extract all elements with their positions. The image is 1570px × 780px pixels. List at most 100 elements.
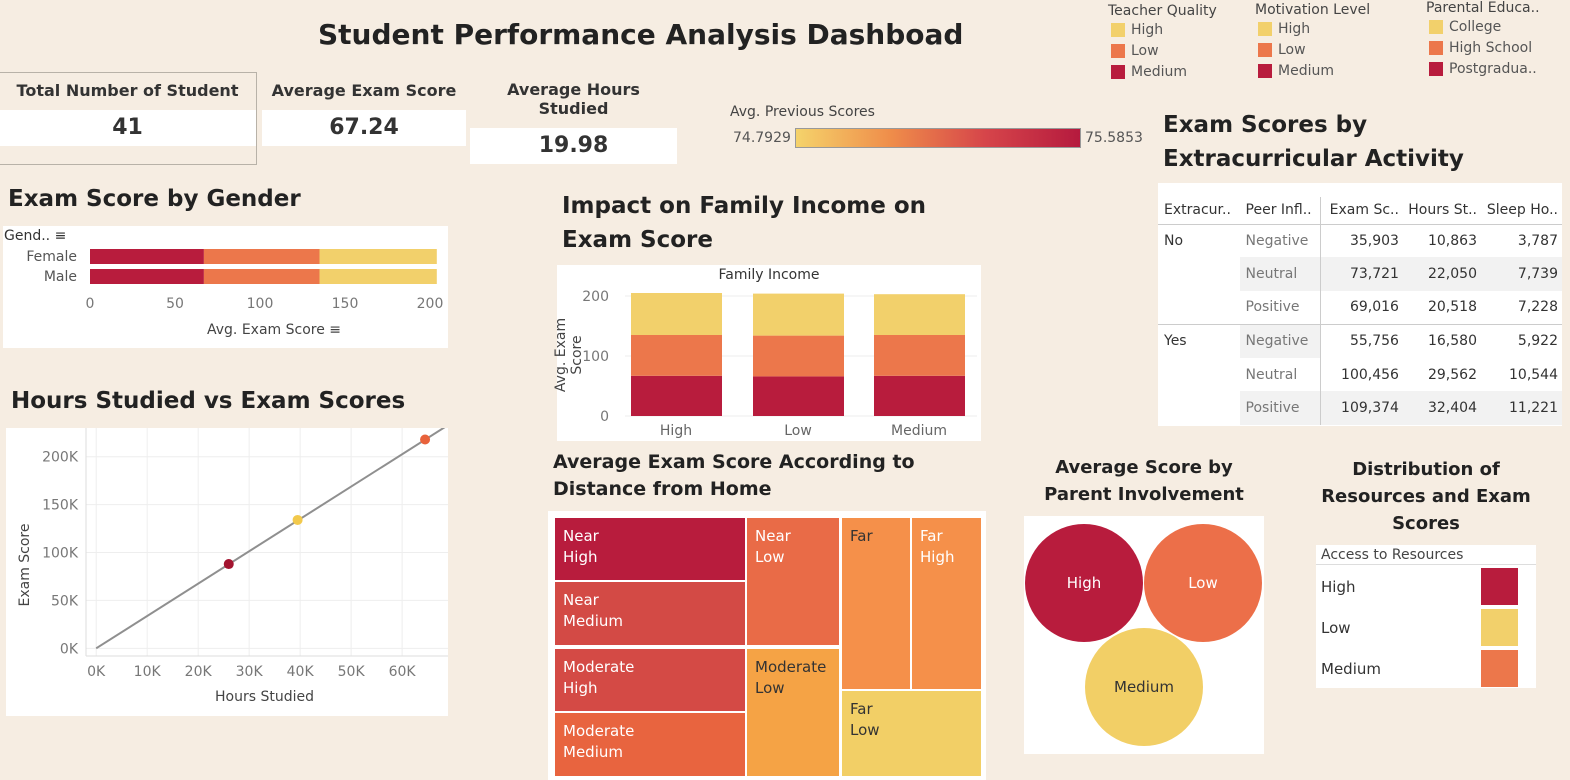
group-label: Yes — [1164, 332, 1187, 349]
col-header[interactable]: Extracur.. — [1164, 202, 1231, 219]
treemap-cell-near-low[interactable]: Near Low — [746, 517, 840, 646]
bubble-medium[interactable]: Medium — [1085, 628, 1203, 746]
cell-label: Far — [850, 527, 873, 545]
swatch — [1429, 19, 1443, 34]
table-row[interactable]: Neutral 100,456 29,562 10,544 — [1158, 358, 1562, 391]
bar-segment[interactable] — [874, 335, 965, 376]
x-tick-label: 100 — [247, 296, 274, 312]
swatch — [1111, 22, 1125, 37]
legend-item[interactable]: College — [1429, 16, 1540, 37]
bar-segment[interactable] — [874, 375, 965, 416]
cell-label: Near — [563, 591, 599, 609]
gender-bar-chart[interactable]: Female Male 0 50 100 150 200 — [3, 226, 448, 348]
extra-table: Extracur.. Peer Infl.. Exam Sc.. Hours S… — [1158, 197, 1562, 425]
legend-item[interactable]: Medium — [1258, 60, 1370, 81]
swatch — [1258, 42, 1272, 57]
col-header[interactable]: Sleep Ho.. — [1486, 202, 1558, 219]
table-row[interactable]: Yes Negative 55,756 16,580 5,922 — [1158, 324, 1562, 358]
table-row[interactable]: No Negative 35,903 10,863 3,787 — [1158, 224, 1562, 257]
bar-segment[interactable] — [753, 335, 844, 377]
y-tick-label: 200 — [582, 289, 609, 305]
bar-segment[interactable] — [319, 249, 437, 264]
treemap-cell-near-medium[interactable]: Near Medium — [554, 581, 746, 646]
swatch — [1111, 64, 1125, 79]
bar-segment[interactable] — [203, 249, 320, 264]
bar-segment[interactable] — [631, 375, 722, 416]
kpi-total-students[interactable]: Total Number of Student 41 — [0, 72, 257, 165]
bar-segment[interactable] — [90, 269, 204, 284]
prev-scores-max: 75.5853 — [1085, 130, 1143, 146]
treemap-cell-far-low[interactable]: Far Low — [841, 690, 982, 777]
y-tick-label: 0 — [600, 409, 609, 425]
scatter-point[interactable] — [223, 559, 234, 570]
bar-segment[interactable] — [203, 269, 320, 284]
cell-label: Far — [920, 527, 943, 545]
resources-mark-low[interactable] — [1481, 609, 1518, 646]
scatter-point[interactable] — [292, 514, 303, 525]
group-label: No — [1164, 232, 1184, 249]
kpi-average-hours-studied[interactable]: Average Hours Studied 19.98 — [470, 72, 677, 164]
treemap-cell-moderate-medium[interactable]: Moderate Medium — [554, 712, 746, 777]
bar-segment[interactable] — [753, 376, 844, 416]
col-header[interactable]: Exam Sc.. — [1320, 197, 1400, 224]
legend-item[interactable]: Low — [1111, 40, 1217, 61]
legend-motivation-level: Motivation Level High Low Medium — [1255, 2, 1370, 81]
cell-label: Near — [563, 527, 599, 545]
bubble-high[interactable]: High — [1025, 524, 1143, 642]
sort-icon[interactable]: ≡ — [329, 322, 342, 338]
scatter-x-label: Hours Studied — [215, 689, 314, 705]
resources-mark-medium[interactable] — [1481, 650, 1518, 687]
sort-icon[interactable]: ≡ — [54, 228, 67, 244]
table-cell: Negative — [1245, 232, 1309, 249]
bar-segment[interactable] — [874, 294, 965, 335]
swatch — [1429, 61, 1443, 76]
cell-label: Moderate — [563, 722, 635, 740]
income-bar-chart[interactable]: 0 100 200 High Low Medium — [557, 265, 981, 441]
legend-label: Postgradua.. — [1449, 60, 1537, 77]
category-label: Male — [44, 269, 77, 285]
kpi-average-exam-score[interactable]: Average Exam Score 67.24 — [262, 72, 466, 152]
bar-segment[interactable] — [90, 249, 204, 264]
scatter-y-label: Exam Score — [17, 523, 33, 607]
scatter-chart[interactable]: 0K 50K 100K 150K 200K 0K 10K 20K 30K 40K 50K 60K — [6, 428, 448, 716]
cell-label: Low — [755, 679, 785, 697]
trend-line[interactable] — [95, 428, 448, 650]
treemap-cell-near-high[interactable]: Near High — [554, 517, 746, 581]
table-cell: 55,756 — [1320, 324, 1400, 358]
cell-label: Medium — [563, 612, 623, 630]
bar-segment[interactable] — [631, 293, 722, 335]
resources-mark-high[interactable] — [1481, 568, 1518, 605]
scatter-point[interactable] — [420, 434, 431, 445]
gender-x-label: Avg. Exam Score ≡ — [207, 322, 341, 338]
prev-scores-gradient[interactable] — [795, 128, 1081, 148]
bar-segment[interactable] — [319, 269, 437, 284]
table-cell: 11,221 — [1509, 400, 1558, 416]
gender-row-header[interactable]: Gend.. ≡ — [4, 228, 66, 244]
treemap-cell-far[interactable]: Far — [841, 517, 911, 690]
legend-item[interactable]: High — [1111, 19, 1217, 40]
bar-segment[interactable] — [753, 293, 844, 336]
legend-label: Low — [1278, 41, 1306, 58]
treemap-cell-moderate-high[interactable]: Moderate High — [554, 648, 746, 712]
legend-label: Medium — [1278, 62, 1334, 79]
col-header[interactable]: Hours St.. — [1408, 202, 1477, 219]
legend-item[interactable]: High School — [1429, 37, 1540, 58]
col-header[interactable]: Peer Infl.. — [1245, 202, 1312, 219]
legend-item[interactable]: Medium — [1111, 61, 1217, 82]
resources-label-medium: Medium — [1321, 660, 1381, 678]
resources-label-low: Low — [1321, 619, 1351, 637]
treemap-cell-far-high[interactable]: Far High — [911, 517, 982, 690]
legend-item[interactable]: Postgradua.. — [1429, 58, 1540, 79]
x-tick-label: 30K — [236, 664, 264, 680]
distance-treemap: Near High Near Medium Near Low Moderate High… — [548, 511, 986, 780]
legend-item[interactable]: Low — [1258, 39, 1370, 60]
table-cell: 69,016 — [1320, 291, 1400, 324]
bubble-low[interactable]: Low — [1144, 524, 1262, 642]
income-chart-title: Impact on Family Income on Exam Score — [562, 193, 927, 253]
table-cell: 109,374 — [1320, 391, 1400, 425]
bar-segment[interactable] — [631, 335, 722, 376]
treemap-cell-moderate-low[interactable]: Moderate Low — [746, 648, 840, 777]
table-row[interactable]: Positive 69,016 20,518 7,228 — [1158, 291, 1562, 324]
legend-item[interactable]: High — [1258, 18, 1370, 39]
prev-scores-min: 74.7929 — [733, 130, 791, 146]
